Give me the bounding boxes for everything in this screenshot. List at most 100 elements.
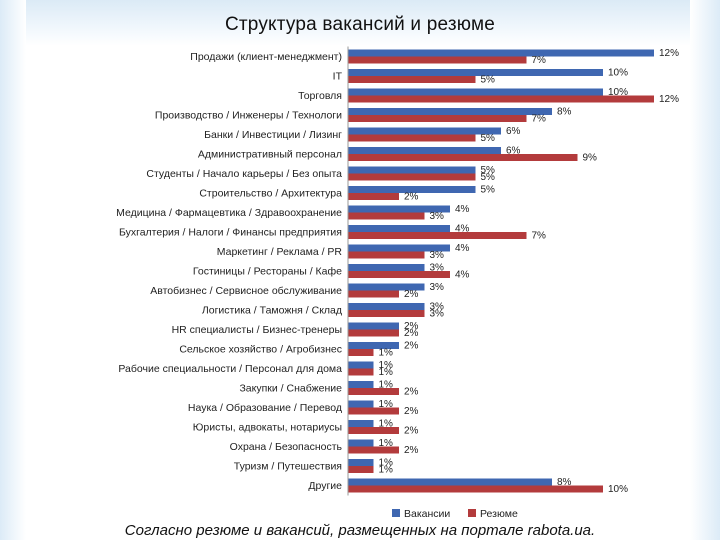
- category-label: Туризм / Путешествия: [234, 461, 342, 473]
- data-label-resumes: 2%: [404, 289, 419, 300]
- category-label: Юристы, адвокаты, нотариусы: [193, 422, 342, 434]
- data-label-vacancies: 2%: [404, 341, 419, 352]
- data-label-resumes: 5%: [481, 75, 496, 86]
- data-label-vacancies: 1%: [379, 438, 394, 449]
- data-label-resumes: 1%: [379, 367, 394, 378]
- data-label-resumes: 7%: [532, 55, 547, 66]
- bar-vacancies: [348, 264, 425, 271]
- chart-legend: Вакансии Резюме: [392, 508, 518, 520]
- data-label-resumes: 2%: [404, 426, 419, 437]
- bar-resumes: [348, 212, 425, 220]
- category-label: Наука / Образование / Перевод: [188, 402, 342, 414]
- data-label-resumes: 3%: [430, 250, 445, 261]
- category-label: Строительство / Архитектура: [199, 188, 342, 200]
- source-footnote: Согласно резюме и вакансий, размещенных …: [124, 522, 596, 539]
- data-label-resumes: 1%: [379, 348, 394, 359]
- slide-frame-right: [690, 0, 720, 540]
- bar-resumes: [348, 271, 450, 278]
- legend-label-vacancies: Вакансии: [404, 508, 450, 520]
- bar-vacancies: [348, 69, 603, 76]
- category-label: Студенты / Начало карьеры / Без опыта: [146, 168, 342, 180]
- data-label-resumes: 2%: [404, 387, 419, 398]
- legend-swatch-vacancies: [392, 509, 400, 517]
- bar-resumes: [348, 115, 527, 122]
- bar-vacancies: [348, 205, 450, 213]
- data-label-vacancies: 1%: [379, 360, 394, 371]
- data-label-vacancies: 12%: [659, 48, 679, 59]
- data-label-vacancies: 6%: [506, 126, 521, 137]
- data-label-vacancies: 5%: [481, 165, 496, 176]
- data-label-vacancies: 4%: [455, 243, 470, 254]
- bar-vacancies: [348, 147, 501, 154]
- slide-frame-left: [0, 0, 26, 540]
- data-label-resumes: 10%: [608, 484, 628, 495]
- bar-vacancies: [348, 439, 374, 447]
- bar-vacancies: [348, 244, 450, 252]
- bar-vacancies: [348, 225, 450, 232]
- bar-resumes: [348, 134, 476, 142]
- data-label-resumes: 7%: [532, 114, 547, 125]
- category-label: Банки / Инвестиции / Лизинг: [204, 129, 342, 141]
- bar-vacancies: [348, 342, 399, 349]
- category-label: Торговля: [298, 90, 342, 102]
- data-label-vacancies: 3%: [430, 302, 445, 313]
- bar-resumes: [348, 427, 399, 434]
- bar-resumes: [348, 154, 578, 161]
- data-label-resumes: 2%: [404, 328, 419, 339]
- data-label-resumes: 2%: [404, 445, 419, 456]
- category-label: Бухгалтерия / Налоги / Финансы предприят…: [119, 227, 342, 239]
- bar-resumes: [348, 232, 527, 239]
- data-label-vacancies: 1%: [379, 458, 394, 469]
- data-label-vacancies: 6%: [506, 146, 521, 157]
- data-label-vacancies: 3%: [430, 263, 445, 274]
- bar-resumes: [348, 446, 399, 454]
- bar-vacancies: [348, 186, 476, 193]
- bar-vacancies: [348, 49, 654, 57]
- bar-resumes: [348, 193, 399, 200]
- bar-resumes: [348, 56, 527, 64]
- bar-vacancies: [348, 400, 374, 408]
- category-label: Охрана / Безопасность: [230, 441, 343, 453]
- category-label: Производство / Инженеры / Технологи: [155, 110, 342, 122]
- data-label-resumes: 12%: [659, 94, 679, 105]
- data-label-resumes: 5%: [481, 133, 496, 144]
- bar-vacancies: [348, 459, 374, 466]
- bar-resumes: [348, 310, 425, 317]
- slide-frame-top: [0, 0, 720, 46]
- bar-resumes: [348, 466, 374, 473]
- data-label-resumes: 4%: [455, 270, 470, 281]
- data-label-resumes: 2%: [404, 192, 419, 203]
- category-label: IT: [333, 71, 343, 83]
- bar-vacancies: [348, 108, 552, 115]
- bar-vacancies: [348, 361, 374, 369]
- category-label: Гостиницы / Рестораны / Кафе: [193, 266, 342, 278]
- bar-vacancies: [348, 283, 425, 291]
- bar-resumes: [348, 368, 374, 376]
- bar-resumes: [348, 407, 399, 415]
- data-label-vacancies: 8%: [557, 107, 572, 118]
- bar-vacancies: [348, 478, 552, 486]
- legend-label-resumes: Резюме: [480, 508, 518, 520]
- bar-vacancies: [348, 322, 399, 330]
- data-label-vacancies: 4%: [455, 204, 470, 215]
- bar-resumes: [348, 485, 603, 493]
- data-label-vacancies: 10%: [608, 68, 628, 79]
- bar-vacancies: [348, 420, 374, 427]
- bar-resumes: [348, 329, 399, 337]
- bar-vacancies: [348, 127, 501, 135]
- data-label-resumes: 2%: [404, 406, 419, 417]
- data-label-resumes: 7%: [532, 231, 547, 242]
- data-label-vacancies: 1%: [379, 380, 394, 391]
- category-label: Продажи (клиент-менеджмент): [190, 51, 342, 63]
- category-label: Сельское хозяйство / Агробизнес: [179, 344, 342, 356]
- data-label-vacancies: 1%: [379, 419, 394, 430]
- data-label-resumes: 9%: [583, 153, 598, 164]
- bars-layer: Продажи (клиент-менеджмент) 12% 7% IT 10% 5% Т…: [116, 48, 679, 495]
- data-label-vacancies: 8%: [557, 477, 572, 488]
- chart-title: Структура вакансий и резюме: [224, 14, 496, 35]
- category-label: HR специалисты / Бизнес-тренеры: [172, 324, 342, 336]
- data-label-resumes: 1%: [379, 465, 394, 476]
- data-label-resumes: 3%: [430, 211, 445, 222]
- bar-vacancies: [348, 166, 476, 174]
